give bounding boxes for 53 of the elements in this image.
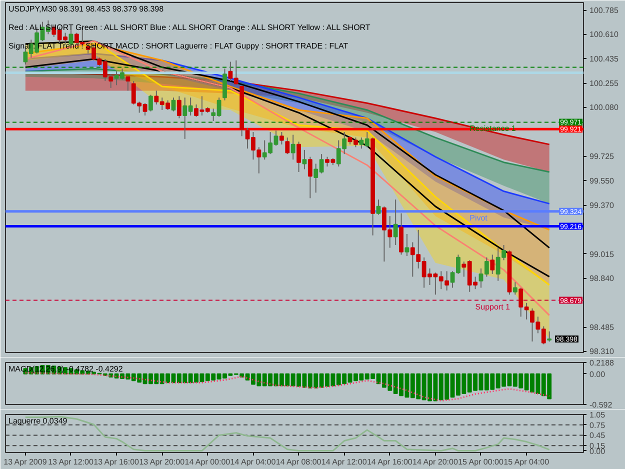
candlestick [148,94,153,112]
x-tick-label: 13 Apr 12:00 [48,458,94,466]
chart-title: Laguerre 0.0349 [8,416,68,426]
candlestick [404,233,410,257]
candlestick [279,132,284,145]
x-tick-label: 13 Apr 16:00 [94,458,140,466]
annotation: Red : ALL SHORT Green : ALL SHORT Blue : ALL SHORT Orange : ALL SHORT Yellow : ALL SHORT [8,23,370,32]
y-tick-label: 99.550 [590,176,615,186]
candlestick [490,254,495,274]
candlestick [171,97,176,112]
y-tick-label: 98.840 [590,274,615,284]
x-tick-label: 13 Apr 20:00 [139,458,186,466]
candlestick [512,282,518,296]
y-tick-label: 0.2188 [590,358,615,368]
y-tick-label: 99.725 [590,152,615,162]
x-tick-label: 14 Apr 16:00 [366,458,413,466]
x-tick-label: 14 Apr 20:00 [412,458,458,466]
y-tick-label: -0.592 [590,400,613,410]
annotation: Support 1 [475,302,511,312]
x-tick-label: 14 Apr 00:00 [184,458,231,466]
y-tick-label: 0.45 [590,431,606,440]
line-series [24,372,550,402]
y-tick-label: 0.00 [590,370,606,379]
candlestick [393,199,398,246]
y-tick-label: 1.05 [590,410,606,420]
x-tick-label: 14 Apr 08:00 [276,458,322,466]
x-tick-label: 15 Apr 04:00 [504,458,550,466]
candlestick [376,199,381,216]
y-tick-label: 98.485 [590,323,615,332]
candlestick [285,137,290,155]
x-tick-label: 14 Apr 04:00 [230,458,276,466]
candlestick [290,134,296,160]
candlestick [222,68,227,101]
candlestick [547,330,552,342]
annotation: Pivot [470,213,488,222]
chart-title: USDJPY,M30 98.391 98.453 98.379 98.398 [8,4,164,14]
candlestick [126,76,130,92]
y-tick-label: 100.255 [590,79,619,88]
y-tick-label: 100.785 [590,6,619,16]
y-tick-label: 0.75 [590,420,606,430]
y-tick-label: 100.080 [590,103,619,112]
y-tick-label: 100.435 [590,54,619,64]
candlestick [302,149,307,170]
y-tick-label: 100.610 [590,30,619,40]
x-tick-label: 15 Apr 00:00 [458,458,504,466]
x-tick-label: 13 Apr 2009 [4,458,48,466]
y-tick-label: 99.370 [590,201,615,210]
candlestick [308,156,312,199]
candlestick [296,141,301,172]
x-tick-label: 14 Apr 12:00 [321,458,368,466]
y-tick-label: 99.015 [590,250,615,259]
y-tick-label: 98.310 [590,347,615,356]
candlestick [176,96,182,119]
